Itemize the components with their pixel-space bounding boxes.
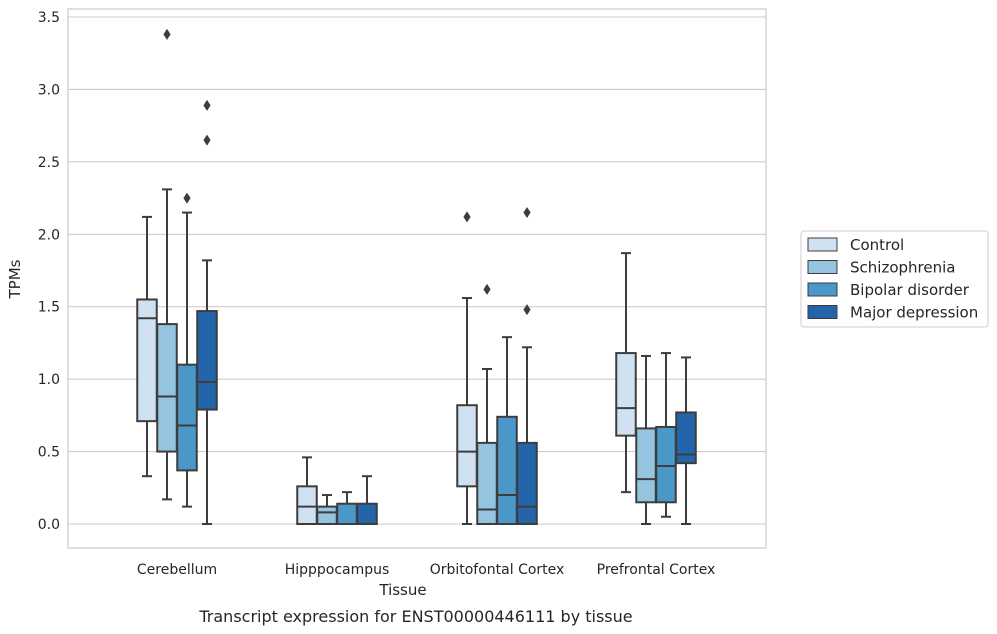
box bbox=[655, 352, 677, 518]
box bbox=[296, 456, 318, 525]
series-control bbox=[136, 211, 637, 525]
legend-swatch bbox=[807, 282, 838, 297]
box bbox=[196, 99, 218, 525]
outlier-point bbox=[463, 211, 471, 223]
legend-label: Schizophrenia bbox=[850, 259, 955, 277]
box-body bbox=[356, 502, 378, 526]
y-axis-title: TPMs bbox=[6, 259, 24, 299]
box-body bbox=[156, 323, 178, 453]
box-body bbox=[176, 363, 198, 472]
box-body bbox=[635, 427, 657, 504]
x-axis-title: Tissue bbox=[378, 581, 426, 599]
box bbox=[516, 207, 538, 526]
box-series bbox=[136, 28, 697, 526]
box bbox=[336, 491, 358, 526]
box bbox=[356, 475, 378, 526]
box bbox=[156, 28, 178, 501]
y-tick-label: 3.0 bbox=[38, 82, 60, 98]
box bbox=[136, 215, 158, 478]
box-body bbox=[655, 425, 677, 504]
y-tick-label: 1.0 bbox=[38, 372, 60, 388]
box bbox=[316, 494, 338, 526]
box-body bbox=[476, 441, 498, 526]
legend-label: Bipolar disorder bbox=[850, 281, 970, 299]
legend-label: Control bbox=[850, 236, 904, 254]
legend: Control Schizophrenia Bipolar disorder Majo… bbox=[800, 230, 989, 328]
outlier-point bbox=[163, 28, 171, 40]
y-tick-label: 0.0 bbox=[38, 517, 60, 533]
legend-swatch bbox=[807, 260, 838, 274]
box-body bbox=[296, 485, 318, 525]
box-body bbox=[516, 441, 538, 526]
outlier-point bbox=[183, 192, 191, 204]
series-major-depression bbox=[196, 99, 697, 526]
plot-frame bbox=[67, 8, 767, 549]
x-tick-label: Orbitofontal Cortex bbox=[430, 562, 565, 578]
box bbox=[176, 192, 198, 508]
outlier-point bbox=[483, 283, 491, 295]
outlier-point bbox=[203, 134, 211, 146]
outlier-point bbox=[523, 207, 531, 219]
y-tick-labels: 0.0 0.5 1.0 1.5 2.0 2.5 3.0 3.5 bbox=[38, 10, 60, 533]
box-body bbox=[196, 310, 218, 411]
y-tick-label: 0.5 bbox=[38, 445, 60, 461]
box-body bbox=[456, 404, 478, 488]
y-tick-label: 2.5 bbox=[38, 155, 60, 171]
outlier-point bbox=[523, 304, 531, 316]
chart-caption: Transcript expression for ENST0000044611… bbox=[198, 607, 632, 626]
y-tick-label: 3.5 bbox=[38, 10, 60, 26]
legend-swatch bbox=[807, 305, 838, 319]
x-tick-label: Hipppocampus bbox=[285, 562, 390, 578]
legend-swatch bbox=[807, 237, 838, 252]
legend-label: Major depression bbox=[850, 304, 978, 322]
box-body bbox=[336, 502, 358, 526]
y-tick-label: 1.5 bbox=[38, 300, 60, 316]
legend-frame bbox=[800, 230, 989, 328]
box bbox=[615, 252, 637, 494]
x-tick-labels: Cerebellum Hipppocampus Orbitofontal Corte… bbox=[137, 562, 715, 578]
x-tick-label: Cerebellum bbox=[137, 562, 217, 578]
y-tick-label: 2.0 bbox=[38, 227, 60, 243]
x-tick-label: Prefrontal Cortex bbox=[597, 562, 716, 578]
box bbox=[456, 211, 478, 525]
box-body bbox=[675, 411, 697, 465]
series-bipolar-disorder bbox=[176, 192, 677, 526]
box-body bbox=[496, 415, 518, 526]
box bbox=[675, 356, 697, 525]
box-body bbox=[615, 352, 637, 437]
outlier-point bbox=[203, 99, 211, 111]
box-body bbox=[316, 505, 338, 526]
